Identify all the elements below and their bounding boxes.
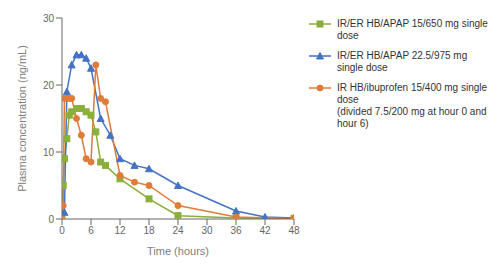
html-text:IR/ER HB/APAP 15/650 mg single: IR/ER HB/APAP 15/650 mg single dose [337, 18, 488, 41]
html-text:IR/ER HB/APAP 22.5/975 mg sing: IR/ER HB/APAP 22.5/975 mg single dose [337, 50, 468, 73]
svg-text:18: 18 [143, 225, 155, 236]
svg-text:20: 20 [43, 80, 55, 91]
svg-text:12: 12 [114, 225, 126, 236]
svg-text:48: 48 [288, 225, 300, 236]
svg-text:6: 6 [88, 225, 94, 236]
svg-text:Time (hours): Time (hours) [147, 245, 209, 257]
svg-text:36: 36 [230, 225, 242, 236]
svg-text:0: 0 [59, 225, 65, 236]
svg-text:42: 42 [259, 225, 271, 236]
svg-text:Plasma concentration (ng/mL): Plasma concentration (ng/mL) [16, 45, 28, 192]
svg-text:0: 0 [48, 214, 54, 225]
svg-text:24: 24 [172, 225, 184, 236]
svg-text:10: 10 [43, 147, 55, 158]
svg-text:30: 30 [201, 225, 213, 236]
svg-text:30: 30 [43, 13, 55, 24]
html-text:IR HB/ibuprofen 15/400 mg sing: IR HB/ibuprofen 15/400 mg single dose (d… [337, 82, 488, 129]
